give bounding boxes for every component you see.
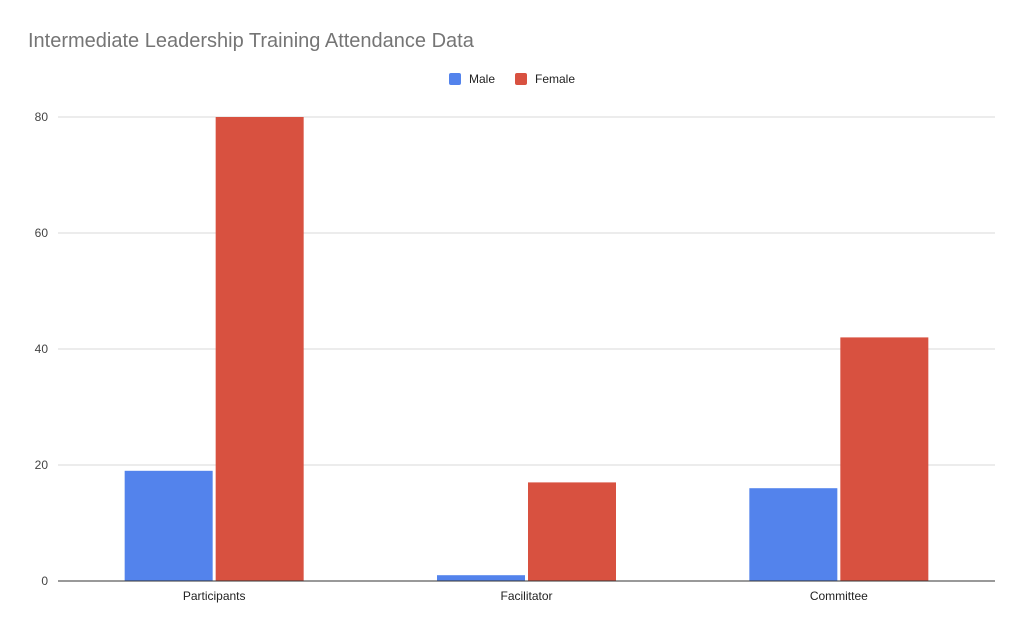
legend-label-male: Male — [468, 72, 495, 86]
bar-male-facilitator[interactable] — [437, 575, 525, 581]
bar-male-committee[interactable] — [749, 488, 838, 581]
legend-swatch-male — [448, 73, 461, 85]
y-tick-label: 60 — [35, 226, 49, 240]
legend-item-male[interactable]: Male — [448, 72, 495, 86]
y-tick-label: 20 — [35, 458, 49, 472]
legend-swatch-female — [515, 73, 527, 85]
chart-title: Intermediate Leadership Training Attenda… — [28, 30, 474, 52]
y-tick-label: 0 — [41, 574, 48, 588]
legend-label-female: Female — [535, 72, 576, 86]
bar-female-facilitator[interactable] — [528, 482, 616, 581]
y-tick-label: 80 — [35, 110, 49, 124]
bar-male-participants[interactable] — [124, 470, 213, 581]
legend: Male Female — [0, 72, 1024, 86]
x-tick-label: Committee — [810, 589, 868, 603]
bar-female-participants[interactable] — [215, 117, 304, 581]
y-tick-label: 40 — [35, 342, 49, 356]
x-tick-label: Facilitator — [500, 589, 552, 603]
legend-item-female[interactable]: Female — [515, 72, 575, 86]
x-tick-label: Participants — [183, 589, 246, 603]
bar-female-committee[interactable] — [840, 337, 929, 581]
